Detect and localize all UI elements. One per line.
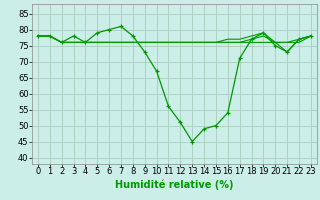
X-axis label: Humidité relative (%): Humidité relative (%) bbox=[115, 179, 234, 190]
